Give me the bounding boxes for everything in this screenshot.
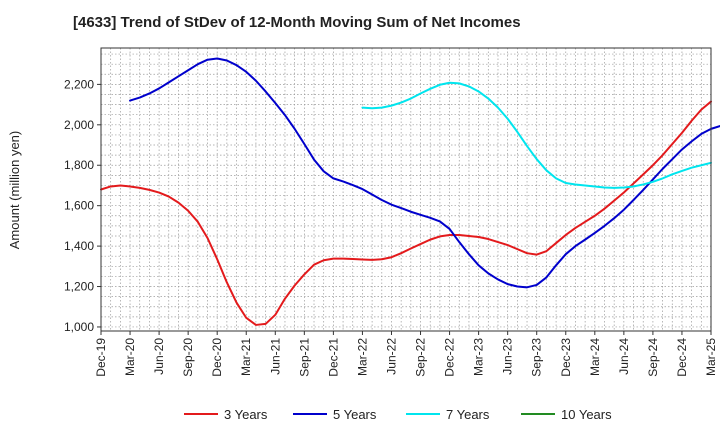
series-line-5-years (129, 57, 720, 289)
plot-background (101, 48, 711, 331)
x-tick-label: Mar-25 (704, 338, 718, 376)
y-tick-label: 1,000 (64, 320, 94, 334)
x-tick-label: Dec-23 (559, 338, 573, 377)
y-tick-label: 2,000 (64, 118, 94, 132)
y-tick-label: 1,200 (64, 280, 94, 294)
gridlines (101, 48, 711, 331)
x-tick-label: Dec-21 (326, 338, 340, 377)
y-tick-label: 1,800 (64, 158, 94, 172)
chart-title: [4633] Trend of StDev of 12-Month Moving… (73, 14, 521, 31)
legend: 3 Years 5 Years 7 Years 10 Years (184, 407, 612, 422)
plot-frame (100, 47, 712, 332)
x-tick-label: Dec-19 (94, 338, 108, 377)
x-tick-label: Sep-24 (646, 338, 660, 377)
x-tick-label: Mar-22 (355, 338, 369, 376)
x-tick-label: Sep-21 (297, 338, 311, 377)
x-axis: Dec-19 Mar-20 Jun-20 Sep-20 Dec-20 Mar-21 Jun-… (94, 331, 718, 377)
legend-label: 10 Years (561, 407, 612, 422)
x-tick-label: Jun-20 (152, 338, 166, 375)
x-tick-label: Jun-24 (617, 338, 631, 375)
y-axis: 1,000 1,200 1,400 1,600 1,800 2,000 2,200 (64, 77, 101, 334)
x-tick-label: Mar-23 (472, 338, 486, 376)
x-tick-label: Sep-20 (181, 338, 195, 377)
series-line-3-years (100, 100, 712, 326)
x-tick-label: Mar-20 (123, 338, 137, 376)
series-layer (100, 57, 720, 326)
x-tick-label: Mar-21 (239, 338, 253, 376)
x-tick-label: Jun-22 (384, 338, 398, 375)
x-tick-label: Jun-23 (501, 338, 515, 375)
legend-label: 3 Years (224, 407, 268, 422)
x-tick-label: Jun-21 (268, 338, 282, 375)
y-tick-label: 2,200 (64, 77, 94, 91)
x-tick-label: Dec-24 (675, 338, 689, 377)
y-axis-title: Amount (million yen) (7, 131, 22, 250)
legend-label: 7 Years (446, 407, 490, 422)
x-tick-label: Sep-22 (414, 338, 428, 377)
x-tick-label: Sep-23 (530, 338, 544, 377)
y-tick-label: 1,600 (64, 199, 94, 213)
x-tick-label: Dec-22 (443, 338, 457, 377)
y-tick-label: 1,400 (64, 239, 94, 253)
x-tick-label: Mar-24 (588, 338, 602, 376)
series-line-7-years (361, 81, 712, 189)
legend-label: 5 Years (333, 407, 377, 422)
x-tick-label: Dec-20 (210, 338, 224, 377)
